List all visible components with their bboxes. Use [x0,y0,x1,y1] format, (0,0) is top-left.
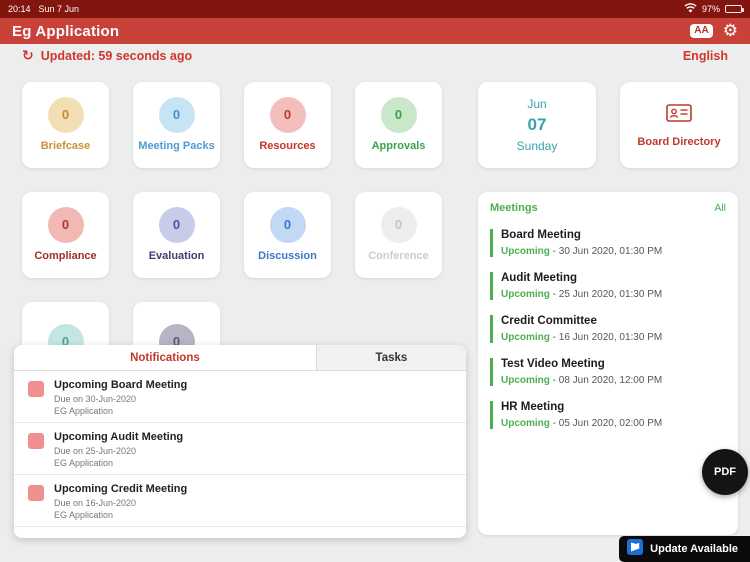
notification-title: Upcoming Credit Meeting [54,483,188,495]
meetings-title: Meetings [490,202,538,214]
meeting-datetime: - 30 Jun 2020, 01:30 PM [552,246,663,257]
tile-compliance[interactable]: 0 Compliance [22,192,109,278]
settings-gear-icon[interactable]: ⚙ [722,20,738,41]
language-link[interactable]: English [682,49,728,63]
notification-due: Due on 25-Jun-2020 [54,446,137,456]
meeting-name: Test Video Meeting [501,358,605,370]
wifi-icon [684,3,697,15]
update-icon [627,538,644,560]
tile-count-badge: 0 [158,96,195,133]
meeting-datetime: - 16 Jun 2020, 01:30 PM [552,332,663,343]
refresh-icon[interactable]: ↻ [22,48,34,64]
meeting-status: Upcoming [501,418,550,429]
tab-notifications[interactable]: Notifications [14,345,317,370]
status-bar: 20:14 Sun 7 Jun 97% [0,0,750,18]
meeting-name: Board Meeting [501,229,581,241]
tile-count-badge: 0 [47,96,84,133]
notification-source: EG Application [54,510,114,520]
meeting-status: Upcoming [501,332,550,343]
notification-source: EG Application [54,406,114,416]
update-banner[interactable]: Update Available [619,536,750,562]
meeting-status: Upcoming [501,289,550,300]
updated-status: Updated: 59 seconds ago [40,49,193,63]
tile-conference[interactable]: 0 Conference [355,192,442,278]
meetings-panel: Meetings All Board Meeting Upcoming - 30… [478,192,738,535]
tiles-grid: 0 Briefcase 0 Meeting Packs 0 Resources … [22,82,442,388]
notification-item[interactable]: Upcoming Audit Meeting Due on 25-Jun-202… [14,423,466,475]
meeting-datetime: - 08 Jun 2020, 12:00 PM [552,375,663,386]
notification-square-icon [28,485,44,501]
meeting-name: Credit Committee [501,315,597,327]
tile-count-badge: 0 [380,206,417,243]
tile-briefcase[interactable]: 0 Briefcase [22,82,109,168]
tile-label: Compliance [34,249,97,262]
meeting-datetime: - 05 Jun 2020, 02:00 PM [552,418,663,429]
date-day: 07 [527,115,547,134]
notification-source: EG Application [54,458,114,468]
notification-square-icon [28,381,44,397]
notification-due: Due on 30-Jun-2020 [54,394,137,404]
tile-label: Discussion [258,249,317,262]
date-weekday: Sunday [516,139,558,153]
board-directory-card[interactable]: Board Directory [620,82,738,168]
date-month: Jun [527,97,547,111]
tab-tasks[interactable]: Tasks [375,351,408,364]
meeting-status: Upcoming [501,375,550,386]
notification-title: Upcoming Audit Meeting [54,431,184,443]
meeting-item[interactable]: Credit Committee Upcoming - 16 Jun 2020,… [490,315,726,343]
meeting-name: Audit Meeting [501,272,578,284]
tile-label: Conference [368,249,429,262]
app-title: Eg Application [12,22,120,40]
notification-due: Due on 16-Jun-2020 [54,498,137,508]
meeting-datetime: - 25 Jun 2020, 01:30 PM [552,289,663,300]
meeting-item[interactable]: HR Meeting Upcoming - 05 Jun 2020, 02:00… [490,401,726,429]
notification-square-icon [28,433,44,449]
battery-percent: 97% [701,4,720,14]
battery-icon [725,5,744,13]
tile-label: Meeting Packs [138,139,215,152]
tile-count-badge: 0 [269,96,306,133]
pdf-button[interactable]: PDF [702,449,748,495]
tile-evaluation[interactable]: 0 Evaluation [133,192,220,278]
tile-approvals[interactable]: 0 Approvals [355,82,442,168]
board-directory-icon [666,103,692,128]
clock: 20:14 [8,4,31,14]
notification-title: Upcoming Board Meeting [54,379,188,391]
app-header: Eg Application AA ⚙ [0,18,750,44]
tile-count-badge: 0 [380,96,417,133]
notification-item[interactable]: Upcoming Board Meeting Due on 30-Jun-202… [14,371,466,423]
notifications-panel: Notifications Tasks Upcoming Board Meeti… [14,345,466,538]
meeting-item[interactable]: Audit Meeting Upcoming - 25 Jun 2020, 01… [490,272,726,300]
tile-meeting-packs[interactable]: 0 Meeting Packs [133,82,220,168]
update-banner-label: Update Available [650,543,738,555]
tile-resources[interactable]: 0 Resources [244,82,331,168]
tile-label: Approvals [371,139,426,152]
tile-label: Evaluation [148,249,205,262]
meeting-item[interactable]: Test Video Meeting Upcoming - 08 Jun 202… [490,358,726,386]
tile-count-badge: 0 [47,206,84,243]
meeting-name: HR Meeting [501,401,565,413]
meeting-item[interactable]: Board Meeting Upcoming - 30 Jun 2020, 01… [490,229,726,257]
right-column: Jun 07 Sunday Board Directory Meetings A… [478,82,738,535]
toolbar: ↻ Updated: 59 seconds ago English [22,45,728,67]
tile-label: Briefcase [40,139,91,152]
date-card[interactable]: Jun 07 Sunday [478,82,596,168]
tile-count-badge: 0 [158,206,195,243]
tab-bar: Notifications Tasks [14,345,466,371]
tile-label: Resources [259,139,316,152]
tile-discussion[interactable]: 0 Discussion [244,192,331,278]
board-directory-label: Board Directory [637,135,721,148]
meeting-status: Upcoming [501,246,550,257]
meetings-all-link[interactable]: All [714,202,726,214]
tile-count-badge: 0 [269,206,306,243]
text-size-button[interactable]: AA [690,24,713,38]
status-date: Sun 7 Jun [38,4,80,14]
notification-item[interactable]: Upcoming Credit Meeting Due on 16-Jun-20… [14,475,466,527]
